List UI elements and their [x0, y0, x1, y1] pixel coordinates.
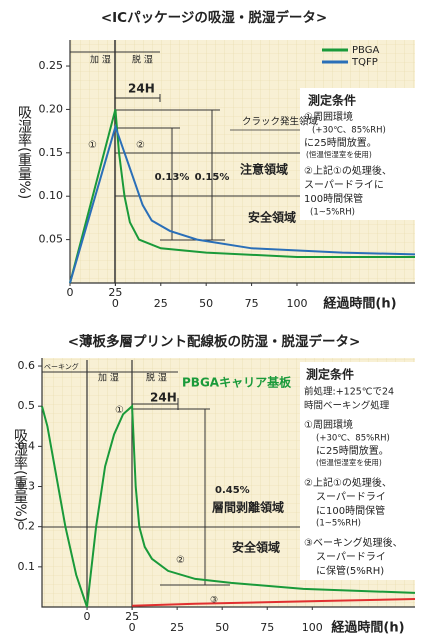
x-tick-label: 0	[67, 286, 74, 299]
annotation: に25時間放置。	[316, 444, 389, 457]
annotation: ②上記①の処理後、	[304, 476, 392, 489]
y-tick-label: 0.1	[18, 560, 36, 573]
annotation: スーパードライ	[316, 551, 386, 563]
x-axis-label: 経過時間(h)	[323, 296, 396, 312]
series-line	[69, 123, 416, 284]
annotation: ③ベーキング処理後、	[304, 536, 403, 549]
series-line	[41, 404, 416, 608]
y-tick-label: 0.5	[18, 399, 36, 412]
x-tick-label: 50	[215, 621, 229, 634]
annotation: ベーキング	[44, 362, 79, 371]
x-tick-label: 75	[245, 297, 259, 310]
x-tick-label: 50	[199, 297, 213, 310]
annotation: 注意領域	[240, 162, 288, 177]
x-tick-label: 25	[108, 286, 122, 299]
annotation: 24H	[150, 391, 177, 405]
annotation: 加 湿	[98, 373, 119, 384]
annotation: (恒温恒湿室を使用)	[316, 457, 382, 467]
y-tick-label: 0.6	[18, 359, 36, 372]
x-tick-label: 100	[302, 621, 323, 634]
annotation: ①	[115, 405, 124, 416]
y-tick-label: 0.25	[39, 59, 64, 72]
annotation: 脱 湿	[132, 54, 153, 66]
annotation: 安全領域	[232, 540, 280, 555]
annotation: 層間剥離領域	[212, 500, 284, 515]
annotation: ②	[176, 555, 185, 566]
guide-line	[115, 109, 220, 240]
y-tick-label: 0.20	[39, 102, 64, 115]
annotation: 0.15%	[195, 172, 230, 183]
annotation: スーパードライに	[304, 179, 384, 191]
annotation: ③	[210, 596, 218, 606]
chart-title: <ICパッケージの吸湿・脱湿データ>	[101, 9, 327, 26]
annotation: ①	[88, 140, 97, 151]
annotation: 測定条件	[308, 93, 356, 108]
x-tick-label: 100	[286, 297, 307, 310]
x-tick-label: 75	[260, 621, 274, 634]
y-axis-label: 吸湿率(重量%)	[16, 105, 32, 199]
annotation: 0.45%	[215, 485, 250, 496]
y-tick-label: 0.3	[18, 480, 36, 493]
condition-box	[300, 362, 415, 580]
annotation: (恒温恒湿室を使用)	[306, 149, 372, 159]
annotation: 時間ベーキング処理	[304, 400, 390, 412]
guide-line	[132, 408, 230, 586]
y-tick-label: 0.10	[39, 189, 64, 202]
guide-line	[115, 127, 180, 240]
y-tick-label: 0.4	[18, 439, 36, 452]
annotation: クラック発生領域	[242, 116, 319, 128]
annotation: (1~5%RH)	[316, 519, 361, 529]
x-tick-label: 0	[129, 621, 136, 634]
annotation: PBGAキャリア基板	[182, 375, 292, 390]
annotation: 24H	[128, 82, 155, 96]
annotation: スーパードライ	[316, 491, 386, 503]
annotation: 測定条件	[306, 367, 354, 382]
x-tick-label: 0	[112, 297, 119, 310]
annotation: (+30℃、85%RH)	[312, 126, 386, 136]
condition-box	[300, 88, 415, 220]
annotation: ②	[136, 140, 145, 151]
annotation: 加 湿	[90, 55, 111, 66]
annotation: 安全領域	[248, 210, 296, 225]
y-axis-label: 吸湿率(重量%)	[12, 428, 28, 522]
x-axis-label: 経過時間(h)	[331, 620, 404, 636]
legend-label: TQFP	[351, 57, 378, 68]
x-tick-label: 25	[154, 297, 168, 310]
y-tick-label: 0.15	[39, 146, 64, 159]
annotation: 0.13%	[155, 172, 190, 183]
chart-title: <薄板多層プリント配線板の防湿・脱湿データ>	[68, 333, 361, 350]
legend-label: PBGA	[352, 45, 379, 56]
annotation: ②上記①の処理後、	[304, 164, 392, 177]
x-tick-label: 0	[84, 610, 91, 623]
guide-line	[132, 398, 179, 410]
x-tick-label: 25	[125, 610, 139, 623]
annotation: に保管(5%RH)	[316, 564, 384, 577]
axis	[41, 358, 415, 608]
x-tick-label: 25	[170, 621, 184, 634]
annotation: に25時間放置。	[304, 136, 377, 149]
annotation: ①周囲環境	[304, 110, 353, 123]
annotation: 脱 湿	[146, 372, 167, 384]
annotation: (1~5%RH)	[310, 208, 355, 218]
annotation: (+30℃、85%RH)	[316, 434, 390, 444]
series-line	[132, 598, 416, 607]
annotation: に100時間保管	[316, 504, 385, 517]
annotation: 前処理:+125℃で24	[304, 386, 394, 398]
y-tick-label: 0.2	[18, 520, 36, 533]
annotation: ①周囲環境	[304, 418, 353, 431]
y-tick-label: 0.05	[39, 233, 64, 246]
annotation: 100時間保管	[304, 192, 363, 205]
